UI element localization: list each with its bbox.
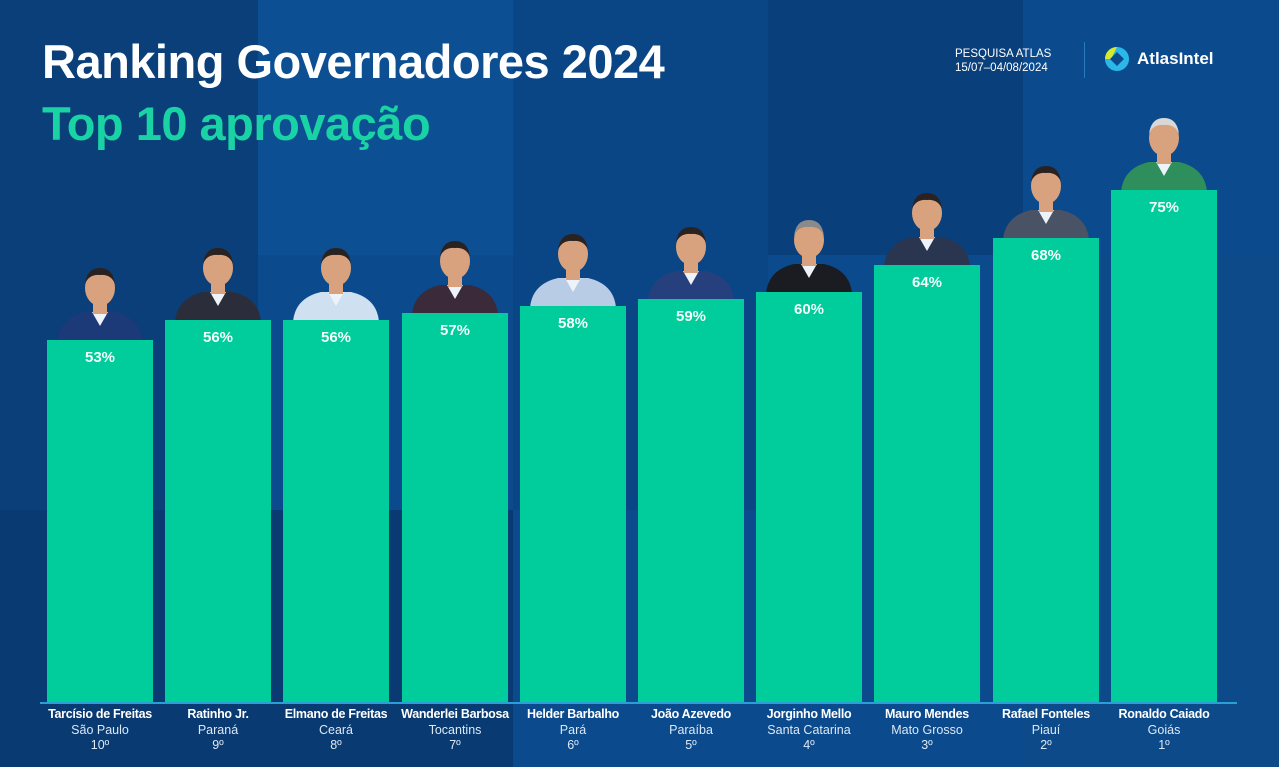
atlasintel-logo-icon xyxy=(1105,47,1129,71)
bar xyxy=(402,312,508,702)
rank: 8º xyxy=(330,738,342,752)
bar-value-label: 53% xyxy=(84,349,116,367)
brand-logo: AtlasIntel xyxy=(1104,46,1214,72)
page-subtitle: Top 10 aprovação xyxy=(42,97,431,150)
state-name: Mato Grosso xyxy=(891,722,963,737)
rank: 2º xyxy=(1040,738,1052,752)
bar xyxy=(993,237,1099,702)
bar xyxy=(638,299,744,702)
governor-name: Elmano de Freitas xyxy=(284,707,388,721)
survey-info: PESQUISA ATLAS 15/07–04/08/2024 xyxy=(955,47,1051,75)
rank: 4º xyxy=(803,738,815,752)
category-label: Rafael Fonteles Piauí 2º xyxy=(981,707,1111,754)
bar-value-label: 60% xyxy=(793,301,825,319)
state-name: Pará xyxy=(559,722,587,737)
governor-photo xyxy=(412,240,498,315)
bar-value-label: 56% xyxy=(320,328,352,346)
state-name: Paraná xyxy=(197,722,239,737)
state-name: Piauí xyxy=(1031,722,1061,737)
x-axis-line xyxy=(40,702,1237,704)
state-name: Paraíba xyxy=(669,722,713,737)
bar-value-label: 57% xyxy=(439,321,471,339)
governor-name: Mauro Mendes xyxy=(885,707,969,721)
governor-name: Jorginho Mello xyxy=(766,707,852,721)
divider xyxy=(1084,42,1085,78)
category-label: Jorginho Mello Santa Catarina 4º xyxy=(744,707,874,754)
governor-name: Wanderlei Barbosa xyxy=(401,707,509,721)
governor-photo xyxy=(293,247,379,322)
category-label: Wanderlei Barbosa Tocantins 7º xyxy=(390,707,520,754)
rank: 10º xyxy=(90,738,110,752)
bar xyxy=(283,319,389,702)
category-label: Tarcísio de Freitas São Paulo 10º xyxy=(35,707,165,754)
governor-photo xyxy=(1003,165,1089,240)
governor-photo xyxy=(57,268,143,343)
bar-value-label: 59% xyxy=(675,308,707,326)
bar xyxy=(165,319,271,702)
bar-value-label: 75% xyxy=(1148,199,1180,216)
governor-name: Rafael Fonteles xyxy=(1002,707,1090,721)
state-name: Tocantins xyxy=(428,722,482,737)
rank: 5º xyxy=(685,738,697,752)
governor-name: João Azevedo xyxy=(651,707,731,721)
bar xyxy=(47,340,153,702)
bar-value-label: 56% xyxy=(202,328,234,346)
bar xyxy=(520,306,626,702)
category-label: Ronaldo Caiado Goiás 1º xyxy=(1099,707,1229,754)
state-name: São Paulo xyxy=(71,722,129,737)
bg-panel xyxy=(258,0,513,255)
rank: 9º xyxy=(212,738,224,752)
brand-name: AtlasIntel xyxy=(1137,49,1214,68)
rank: 6º xyxy=(567,738,579,752)
bar-value-label: 58% xyxy=(557,315,589,333)
category-label: João Azevedo Paraíba 5º xyxy=(626,707,756,754)
bar xyxy=(874,265,980,702)
governor-photo xyxy=(884,193,970,268)
state-name: Goiás xyxy=(1147,722,1181,737)
survey-label: PESQUISA ATLAS xyxy=(955,48,1052,60)
bar-value-label: 64% xyxy=(911,274,943,292)
governor-photo xyxy=(648,227,734,302)
governor-photo xyxy=(530,234,616,309)
rank: 7º xyxy=(449,738,461,752)
governor-photo xyxy=(175,247,261,322)
governor-name: Helder Barbalho xyxy=(526,707,620,721)
survey-dates: 15/07–04/08/2024 xyxy=(955,62,1048,74)
state-name: Santa Catarina xyxy=(767,722,851,737)
bar-value-label: 68% xyxy=(1030,246,1062,264)
state-name: Ceará xyxy=(318,722,354,737)
category-label: Elmano de Freitas Ceará 8º xyxy=(271,707,401,754)
governor-photo xyxy=(766,220,852,295)
governor-name: Ronaldo Caiado xyxy=(1118,707,1210,721)
category-label: Ratinho Jr. Paraná 9º xyxy=(153,707,283,754)
governor-name: Ratinho Jr. xyxy=(187,707,249,721)
bg-panel xyxy=(768,0,1023,255)
bar xyxy=(1111,190,1217,702)
page-title: Ranking Governadores 2024 xyxy=(42,35,665,88)
category-label: Helder Barbalho Pará 6º xyxy=(508,707,638,754)
governor-name: Tarcísio de Freitas xyxy=(48,707,152,721)
category-label: Mauro Mendes Mato Grosso 3º xyxy=(862,707,992,754)
governor-photo xyxy=(1121,118,1207,192)
bar xyxy=(756,292,862,702)
rank: 3º xyxy=(921,738,933,752)
rank: 1º xyxy=(1158,738,1170,752)
